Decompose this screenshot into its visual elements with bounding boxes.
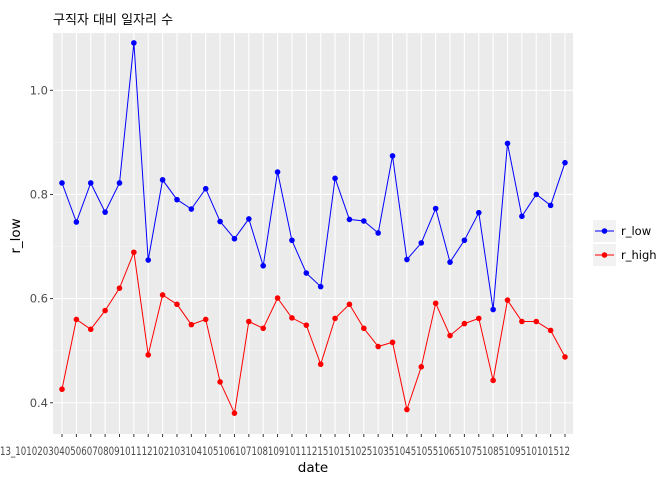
point-r_low <box>475 209 482 216</box>
point-r_high <box>447 332 453 339</box>
point-r_high <box>231 410 238 416</box>
point-r_high <box>562 354 568 360</box>
point-r_low <box>547 202 554 209</box>
point-r_high <box>116 285 123 291</box>
point-r_low <box>217 218 223 225</box>
point-r_low <box>202 185 209 192</box>
point-r_high <box>332 315 338 322</box>
point-r_low <box>116 180 123 186</box>
y-axis: 0.4 0.6 0.8 1.0 <box>30 83 53 410</box>
point-r_high <box>361 325 367 332</box>
plot-panel <box>53 33 573 434</box>
point-r_high <box>475 315 482 322</box>
point-r_low <box>73 219 80 225</box>
point-r_high <box>317 361 324 368</box>
y-tick-label: 0.8 <box>30 187 48 201</box>
point-r_high <box>289 315 295 321</box>
point-r_high <box>217 379 223 385</box>
series-line-r_low <box>61 42 566 310</box>
point-r_low <box>145 257 152 263</box>
point-r_low <box>87 180 94 186</box>
point-r_low <box>519 213 525 220</box>
point-r_high <box>131 249 137 256</box>
point-r_high <box>461 320 468 327</box>
point-r_low <box>332 175 338 182</box>
point-r_high <box>159 292 166 298</box>
point-r_low <box>361 218 367 224</box>
point-r_high <box>404 406 410 413</box>
point-r_high <box>87 326 94 333</box>
point-r_high <box>533 318 540 325</box>
point-r_high <box>59 386 65 393</box>
point-r_low <box>346 216 353 223</box>
point-r_high <box>418 364 425 370</box>
point-r_low <box>188 206 195 212</box>
point-r_high <box>246 318 252 325</box>
point-r_high <box>504 297 511 303</box>
point-r_low <box>418 240 425 246</box>
point-r_low <box>432 205 439 212</box>
point-r_low <box>461 237 468 244</box>
point-r_low <box>404 256 410 263</box>
point-r_high <box>303 322 310 328</box>
point-r_low <box>289 237 295 244</box>
point-r_low <box>562 159 568 166</box>
point-r_low <box>246 216 252 222</box>
point-r_low <box>231 235 238 242</box>
point-r_low <box>59 180 65 186</box>
point-r_high <box>375 343 381 350</box>
point-r_high <box>202 316 209 323</box>
grid <box>53 33 573 434</box>
point-r_low <box>274 169 281 175</box>
point-r_high <box>346 301 353 308</box>
point-r_high <box>547 327 554 334</box>
y-axis-title: r_low <box>8 218 24 253</box>
y-tick-label: 1.0 <box>30 83 48 97</box>
legend-label-r_low: r_low <box>621 224 651 238</box>
y-tick-label: 0.6 <box>30 292 48 306</box>
point-r_low <box>102 209 108 215</box>
x-axis-title: date <box>298 460 328 476</box>
point-r_low <box>389 153 396 159</box>
point-r_low <box>533 191 540 198</box>
series-line-r_high <box>61 250 566 415</box>
point-r_high <box>188 321 195 328</box>
series-lines <box>61 42 566 415</box>
series-points <box>59 40 568 416</box>
legend: r_low r_high <box>593 220 657 266</box>
legend-key-point <box>601 252 608 258</box>
point-r_high <box>145 352 152 358</box>
point-r_high <box>174 301 180 308</box>
point-r_low <box>447 259 453 265</box>
point-r_low <box>504 140 511 147</box>
point-r_low <box>174 196 180 203</box>
y-tick-label: 0.4 <box>30 396 48 410</box>
point-r_high <box>73 316 80 323</box>
point-r_low <box>260 262 267 269</box>
point-r_low <box>375 230 381 236</box>
legend-label-r_high: r_high <box>621 248 657 262</box>
x-axis <box>61 434 566 437</box>
point-r_low <box>303 270 310 276</box>
point-r_high <box>490 377 496 384</box>
point-r_high <box>432 300 439 307</box>
point-r_low <box>131 40 137 46</box>
point-r_low <box>490 306 496 313</box>
point-r_high <box>274 295 281 301</box>
point-r_low <box>317 283 324 290</box>
point-r_high <box>260 325 267 332</box>
legend-key-point <box>601 228 608 234</box>
point-r_high <box>389 339 396 346</box>
point-r_high <box>102 307 108 314</box>
point-r_high <box>519 318 525 325</box>
x-axis-tick-labels: 13_1010203040506070809101112102103104105… <box>0 444 570 458</box>
point-r_low <box>159 177 166 183</box>
chart-title: 구직자 대비 일자리 수 <box>53 13 173 28</box>
